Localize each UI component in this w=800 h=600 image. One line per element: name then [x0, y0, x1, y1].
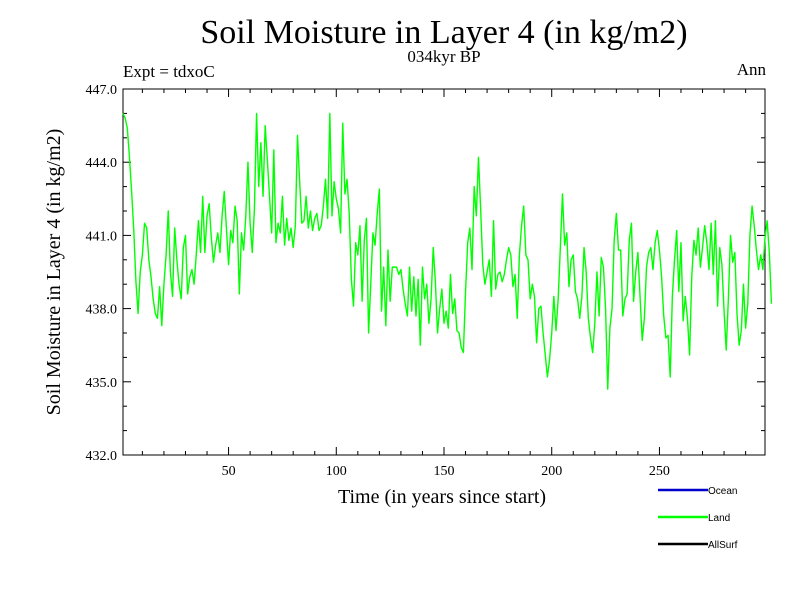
series-line-land: [122, 112, 773, 390]
season-label: Ann: [736, 60, 766, 79]
x-tick-label: 50: [222, 464, 236, 479]
x-tick-label: 150: [434, 464, 455, 479]
experiment-label: Expt = tdxoC: [123, 62, 215, 81]
x-tick-label: 250: [649, 464, 670, 479]
x-tick-label: 100: [326, 464, 347, 479]
y-tick-label: 438.0: [86, 303, 118, 318]
y-tick-label: 432.0: [86, 449, 118, 464]
legend-label-ocean: Ocean: [708, 486, 737, 497]
x-tick-label: 200: [541, 464, 562, 479]
y-tick-label: 447.0: [86, 83, 118, 98]
legend-label-allsurf: AllSurf: [708, 540, 738, 551]
y-axis-label: Soil Moisture in Layer 4 (in kg/m2): [43, 129, 65, 416]
plot-frame: [122, 88, 766, 456]
x-axis-label: Time (in years since start): [338, 486, 546, 508]
y-tick-label: 435.0: [86, 376, 118, 391]
y-tick-label: 444.0: [86, 156, 118, 171]
chart-subtitle: 034kyr BP: [407, 47, 481, 66]
y-tick-label: 441.0: [86, 229, 118, 244]
legend-label-land: Land: [708, 513, 730, 524]
chart-title: Soil Moisture in Layer 4 (in kg/m2): [200, 14, 688, 51]
